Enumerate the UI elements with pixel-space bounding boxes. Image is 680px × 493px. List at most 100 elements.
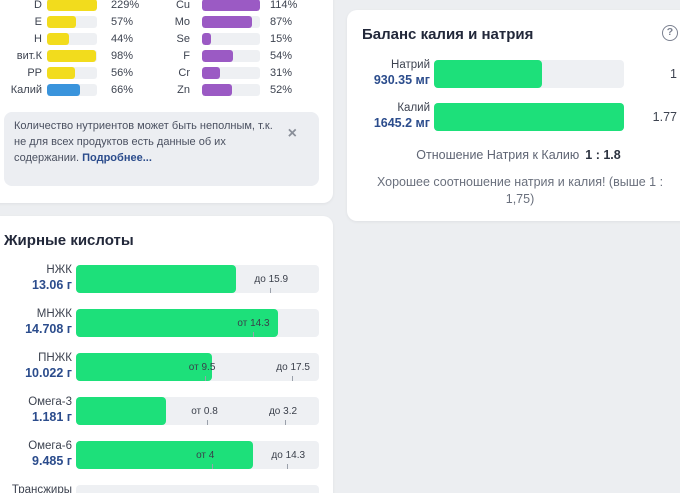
potassium-sodium-balance-card: Баланс калия и натрия ? Натрий 930.35 мг 1… <box>347 10 680 221</box>
balance-nutrient-name: Калий <box>397 102 430 114</box>
norm-marker-tick <box>212 464 214 469</box>
ratio-label: Отношение Натрия к Калию <box>416 148 580 162</box>
vitamin-label: E <box>34 16 42 28</box>
vitamin-bar-track <box>47 67 97 79</box>
vitamin-label: PP <box>27 67 42 79</box>
vitamin-bar-fill <box>47 84 80 96</box>
fatty-acid-bar-fill <box>76 353 213 381</box>
mineral-bar-fill <box>202 16 253 28</box>
norm-marker-label: до 3.2 <box>268 406 298 417</box>
vitamin-bar-fill <box>47 50 96 62</box>
norm-marker-label: от 9.5 <box>188 362 216 373</box>
mineral-row: Cu 114% <box>0 0 330 12</box>
fatty-acid-name: ПНЖК <box>38 352 72 364</box>
balance-message: Хорошее соотношение натрия и калия! (выш… <box>376 175 664 206</box>
vitamin-row: вит.К 98% <box>0 50 330 63</box>
norm-marker-label: до 14.3 <box>271 450 306 461</box>
fatty-acid-value: 9.485 г <box>32 454 72 468</box>
fatty-acid-value: 14.708 г <box>25 322 72 336</box>
vitamin-bar-track <box>47 33 97 45</box>
fatty-acid-bar-fill <box>76 309 278 337</box>
vitamin-percent: 66% <box>111 84 134 96</box>
mineral-percent: 52% <box>270 84 293 96</box>
vitamin-percent: 56% <box>111 67 134 79</box>
mineral-bar-track <box>202 84 260 96</box>
mineral-percent: 87% <box>270 16 293 28</box>
fatty-acid-value: 1.181 г <box>32 410 72 424</box>
vitamin-bar-track <box>47 0 97 11</box>
fatty-acid-name: НЖК <box>46 264 72 276</box>
balance-ratio-value: 1 <box>670 67 677 81</box>
vitamin-row: D 229% <box>0 0 330 12</box>
vitamin-percent: 44% <box>111 33 134 45</box>
mineral-label: Mo <box>174 16 190 28</box>
norm-marker-label: от 14.3 <box>237 318 270 329</box>
balance-title: Баланс калия и натрия <box>362 26 534 43</box>
vitamin-percent: 98% <box>111 50 134 62</box>
mineral-label: F <box>183 50 190 62</box>
balance-ratio-value: 1.77 <box>652 110 677 124</box>
mineral-percent: 15% <box>270 33 293 45</box>
norm-marker-tick <box>270 288 272 293</box>
norm-marker-label: до 15.9 <box>254 274 289 285</box>
fatty-acid-bar-track: до 6.6 <box>76 485 319 493</box>
balance-bar-fill <box>434 60 543 88</box>
vitamin-bar-fill <box>47 0 97 11</box>
help-icon[interactable]: ? <box>662 25 678 41</box>
vitamin-percent: 57% <box>111 16 134 28</box>
fatty-acid-name: Омега-3 <box>28 396 72 408</box>
ratio-line: Отношение Натрия к Калию 1 : 1.8 <box>347 148 680 162</box>
balance-nutrient-value: 930.35 мг <box>373 73 430 87</box>
balance-nutrient-value: 1645.2 мг <box>373 116 430 130</box>
mineral-row: Mo 87% <box>0 16 330 29</box>
vitamin-bar-fill <box>47 67 75 79</box>
mineral-bar-track <box>202 67 260 79</box>
norm-marker-tick <box>207 420 209 425</box>
ratio-value: 1 : 1.8 <box>585 148 621 162</box>
incomplete-data-note: Количество нутриентов может быть неполны… <box>4 112 319 186</box>
vitamin-percent: 229% <box>111 0 140 11</box>
note-text: Количество нутриентов может быть неполны… <box>14 120 273 164</box>
balance-bar-fill <box>434 103 624 131</box>
norm-marker-label: от 4 <box>196 450 215 461</box>
vitamin-bar-fill <box>47 33 69 45</box>
vitamin-bar-track <box>47 84 97 96</box>
balance-bar-track <box>434 103 624 131</box>
mineral-bar-track <box>202 16 260 28</box>
mineral-bar-fill <box>202 50 234 62</box>
vitamin-row: Калий 66% <box>0 84 330 97</box>
balance-bar-track <box>434 60 624 88</box>
vitamin-row: E 57% <box>0 16 330 29</box>
mineral-percent: 54% <box>270 50 293 62</box>
vitamin-label: Калий <box>10 84 42 96</box>
norm-marker-label: до 17.5 <box>276 362 310 373</box>
vitamins-minerals-card: D 229% E 57% H 44% вит.К 98% PP 56% Калий 66% Cu 114%… <box>0 0 333 203</box>
norm-marker-tick <box>253 332 255 337</box>
fatty-acid-bar-track: от 0.8 до 3.2 <box>76 397 319 425</box>
mineral-bar-track <box>202 50 260 62</box>
fatty-acid-name: МНЖК <box>36 308 72 320</box>
fatty-acid-bar-track: от 9.5 до 17.5 <box>76 353 319 381</box>
mineral-row: Zn 52% <box>0 84 330 97</box>
fatty-acids-card: Жирные кислоты НЖК 13.06 г до 15.9 МНЖК 14.7… <box>0 216 333 493</box>
vitamin-bar-fill <box>47 16 76 28</box>
vitamin-label: вит.К <box>16 50 42 62</box>
balance-nutrient-name: Натрий <box>391 59 430 71</box>
more-link[interactable]: Подробнее... <box>82 152 152 164</box>
mineral-percent: 31% <box>270 67 293 79</box>
mineral-label: Cr <box>178 67 190 79</box>
mineral-bar-fill <box>202 84 233 96</box>
vitamin-row: PP 56% <box>0 67 330 80</box>
mineral-row: Se 15% <box>0 33 330 46</box>
norm-marker-tick <box>284 420 286 425</box>
fatty-acid-name: Трансжиры <box>11 484 72 493</box>
close-note-button[interactable]: × <box>287 125 297 142</box>
mineral-bar-fill <box>202 33 211 45</box>
vitamin-bar-track <box>47 50 97 62</box>
fatty-acid-bar-fill <box>76 265 237 293</box>
fatty-acid-bar-fill <box>76 397 166 425</box>
mineral-bar-track <box>202 0 260 11</box>
fatty-acid-value: 10.022 г <box>25 366 72 380</box>
mineral-bar-fill <box>202 0 260 11</box>
fatty-acid-bar-track: от 14.3 <box>76 309 319 337</box>
